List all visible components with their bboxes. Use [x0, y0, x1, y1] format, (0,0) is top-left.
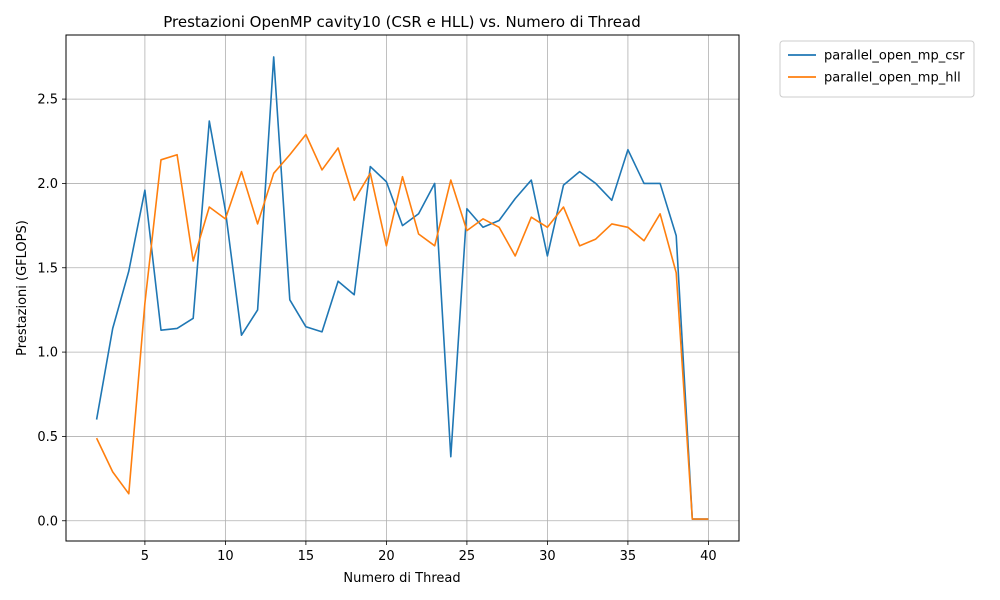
y-tick-label: 2.0	[37, 177, 58, 192]
x-tick-label: 30	[539, 549, 556, 564]
x-axis-label: Numero di Thread	[343, 571, 460, 586]
x-tick-label: 20	[378, 549, 395, 564]
x-tick-label: 35	[620, 549, 637, 564]
y-tick-label: 0.0	[37, 514, 58, 529]
chart-title: Prestazioni OpenMP cavity10 (CSR e HLL) …	[163, 13, 640, 31]
x-tick-label: 5	[141, 549, 149, 564]
grid	[66, 35, 739, 541]
x-axis: 5 10 15 20 25 30 35 40	[141, 541, 717, 564]
y-axis: 0.0 0.5 1.0 1.5 2.0 2.5	[37, 93, 66, 529]
legend-label: parallel_open_mp_csr	[824, 49, 965, 64]
series-lines	[95, 56, 709, 520]
legend: parallel_open_mp_csr parallel_open_mp_hll	[779, 40, 975, 98]
y-tick-label: 1.0	[37, 346, 58, 361]
legend-box	[779, 40, 975, 98]
legend-label: parallel_open_mp_hll	[824, 71, 961, 86]
y-tick-label: 0.5	[37, 430, 58, 445]
x-tick-label: 10	[217, 549, 234, 564]
y-axis-label: Prestazioni (GFLOPS)	[15, 220, 30, 356]
y-tick-label: 1.5	[37, 261, 58, 276]
plot-area	[65, 34, 740, 542]
x-tick-label: 15	[298, 549, 315, 564]
x-tick-label: 25	[459, 549, 476, 564]
series-line-parallel-open-mp-csr	[95, 56, 709, 520]
x-tick-label: 40	[700, 549, 717, 564]
y-tick-label: 2.5	[37, 93, 58, 108]
series-line-parallel-open-mp-hll	[95, 133, 709, 520]
plot-frame	[65, 34, 740, 542]
